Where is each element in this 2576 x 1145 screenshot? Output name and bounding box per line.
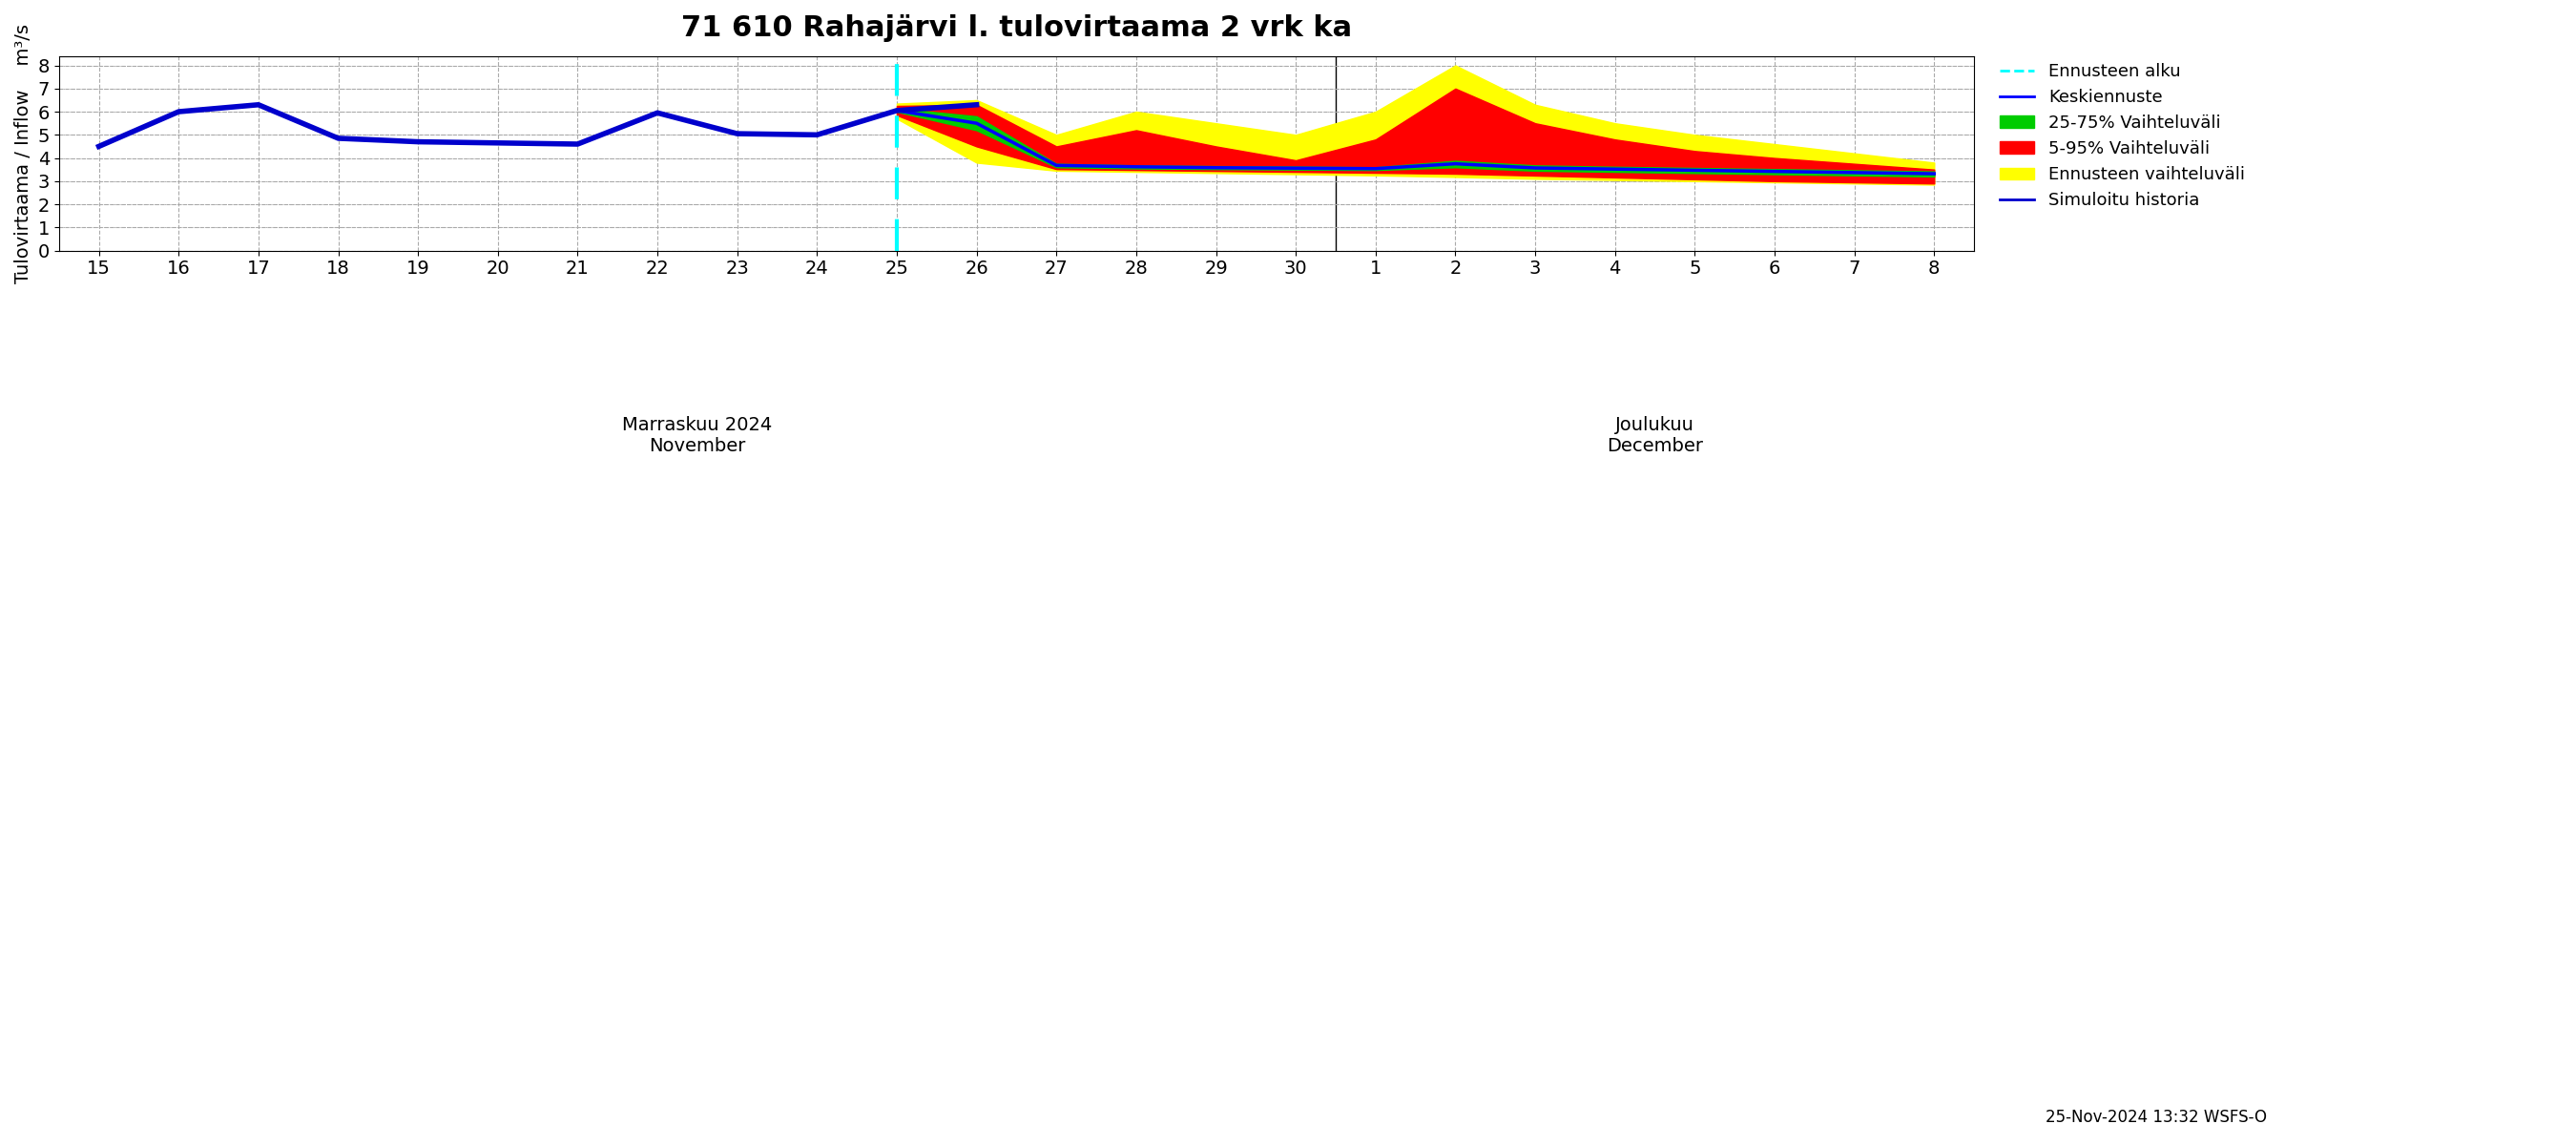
Text: 25-Nov-2024 13:32 WSFS-O: 25-Nov-2024 13:32 WSFS-O	[2045, 1108, 2267, 1126]
Text: Joulukuu
December: Joulukuu December	[1607, 416, 1703, 455]
Legend: Ennusteen alku, Keskiennuste, 25-75% Vaihteluväli, 5-95% Vaihteluväli, Ennusteen: Ennusteen alku, Keskiennuste, 25-75% Vai…	[1994, 56, 2251, 216]
Y-axis label: Tulovirtaama / Inflow    m³/s: Tulovirtaama / Inflow m³/s	[15, 24, 33, 283]
Title: 71 610 Rahajärvi l. tulovirtaama 2 vrk ka: 71 610 Rahajärvi l. tulovirtaama 2 vrk k…	[680, 14, 1352, 42]
Text: Marraskuu 2024
November: Marraskuu 2024 November	[623, 416, 773, 455]
